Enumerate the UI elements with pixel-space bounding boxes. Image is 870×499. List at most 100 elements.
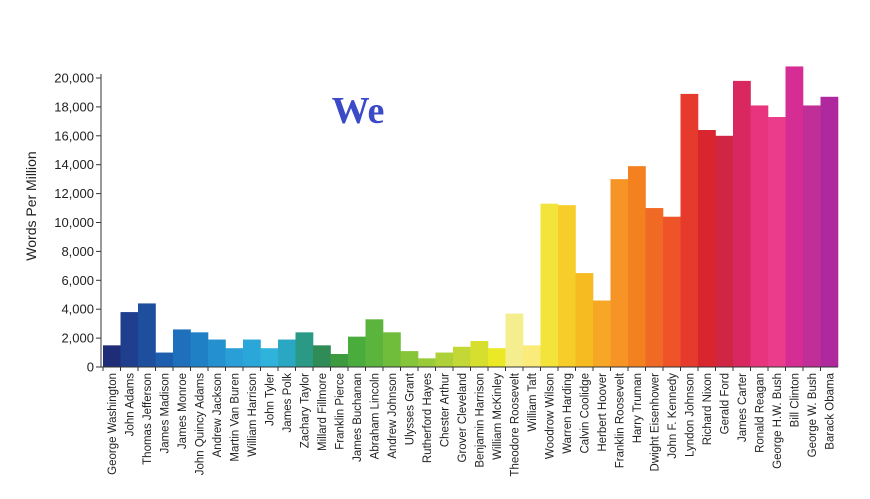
x-tick-label: George Washington: [107, 373, 119, 475]
x-tick-label: James Buchanan: [352, 373, 364, 462]
chart-title: We: [332, 90, 385, 132]
x-tick-label: Calvin Coolidge: [579, 373, 591, 454]
y-tick-label: 0: [87, 360, 94, 375]
bar: [575, 273, 594, 367]
y-tick-label: 2,000: [61, 331, 94, 346]
bar: [190, 332, 209, 367]
x-tick-label: Franklin Roosevelt: [614, 372, 626, 468]
bar: [698, 130, 716, 367]
bar: [715, 135, 734, 367]
bar: [173, 329, 191, 367]
bar: [260, 348, 279, 367]
y-tick-label: 12,000: [54, 186, 94, 201]
bar: [365, 319, 384, 367]
x-tick-label: William McKinley: [492, 373, 504, 460]
bar: [470, 340, 489, 367]
y-axis: 0 2,000 4,000 6,000 8,000 10,000 12,000 14,000 1…: [54, 71, 102, 375]
bar: [208, 339, 226, 367]
x-tick-label: James Madison: [159, 373, 171, 454]
bar: [155, 352, 174, 367]
bars: [103, 66, 839, 368]
x-tick-label: James Polk: [282, 373, 294, 433]
bar: [225, 348, 244, 367]
y-tick-label: 14,000: [54, 157, 94, 172]
bar: [645, 208, 664, 367]
bar: [540, 203, 559, 367]
x-tick-label: Warren Harding: [562, 373, 574, 454]
x-tick-label: Grover Cleveland: [457, 373, 469, 462]
x-tick-label: Bill Clinton: [789, 373, 801, 427]
x-tick-label: George H.W. Bush: [772, 373, 784, 469]
bar: [768, 117, 786, 367]
x-tick-label: Dwight Eisenhower: [649, 373, 661, 472]
bar: [243, 339, 261, 367]
bar: [295, 332, 314, 367]
x-tick-label: Barack Obama: [824, 372, 836, 449]
x-tick-label: Rutherford Hayes: [422, 373, 434, 463]
bar: [435, 352, 454, 367]
bar: [348, 336, 366, 367]
bar: [505, 313, 524, 367]
y-tick-label: 4,000: [61, 302, 94, 317]
x-tick-label: Abraham Lincoln: [369, 373, 381, 459]
x-tick-label: Martin Van Buren: [229, 373, 241, 462]
x-tick-label: Ronald Reagan: [754, 373, 766, 453]
bar: [138, 303, 156, 367]
bar: [628, 166, 646, 367]
x-tick-label: John F. Kennedy: [667, 373, 679, 459]
bar: [488, 348, 506, 367]
x-tick-label: Gerald Ford: [719, 373, 731, 434]
bar: [120, 312, 139, 367]
x-tick-label: Franklin Pierce: [334, 373, 346, 450]
x-tick-label: John Quincy Adams: [194, 373, 206, 476]
x-tick-label: Benjamin Harrison: [474, 373, 486, 468]
x-tick-label: Herbert Hoover: [597, 373, 609, 452]
x-tick-label: Chester Arthur: [439, 373, 451, 447]
x-tick-label: John Tyler: [264, 373, 276, 426]
y-tick-label: 6,000: [61, 273, 94, 288]
x-tick-label: George W. Bush: [807, 373, 819, 457]
x-tick-label: John Adams: [124, 373, 136, 437]
bar: [313, 345, 331, 367]
bar: [453, 346, 471, 367]
bar: [733, 80, 751, 367]
x-tick-label: Lyndon Johnson: [684, 373, 696, 457]
y-tick-label: 8,000: [61, 244, 94, 259]
x-tick-label: William Taft: [527, 372, 539, 431]
y-tick-label: 20,000: [54, 71, 94, 86]
x-tick-label: James Carter: [737, 373, 749, 442]
bar: [610, 179, 629, 367]
bar: [820, 96, 839, 367]
x-tick-label: Theodore Roosevelt: [509, 372, 521, 476]
bar: [558, 205, 576, 367]
y-axis-label: Words Per Million: [23, 151, 39, 260]
x-tick-label: Thomas Jefferson: [142, 373, 154, 465]
x-axis: George Washington John Adams Thomas Jeffer…: [101, 366, 838, 477]
x-tick-label: Harry Truman: [632, 373, 644, 443]
x-tick-label: Woodrow Wilson: [544, 373, 556, 459]
bar: [663, 216, 681, 367]
bar: [383, 332, 401, 367]
x-tick-label: William Harrison: [247, 373, 259, 457]
bar: [680, 93, 699, 368]
bar: [400, 351, 419, 367]
bar: [103, 345, 121, 367]
x-tick-label: Andrew Jackson: [212, 373, 224, 457]
bar: [785, 66, 804, 367]
x-tick-label: Millard Fillmore: [317, 373, 329, 451]
y-tick-label: 18,000: [54, 99, 94, 114]
x-tick-label: Ulysses Grant: [404, 372, 416, 445]
x-tick-label: Zachary Taylor: [299, 373, 311, 448]
x-tick-label: Andrew Johnson: [387, 373, 399, 459]
y-tick-label: 10,000: [54, 215, 94, 230]
bar: [330, 353, 349, 367]
y-tick-label: 16,000: [54, 128, 94, 143]
x-tick-label: James Monroe: [177, 373, 189, 449]
bar: [523, 345, 541, 367]
bar: [593, 300, 611, 367]
bar: [750, 105, 769, 367]
bar: [803, 105, 821, 367]
bar: [278, 339, 296, 367]
x-tick-label: Richard Nixon: [702, 373, 714, 445]
